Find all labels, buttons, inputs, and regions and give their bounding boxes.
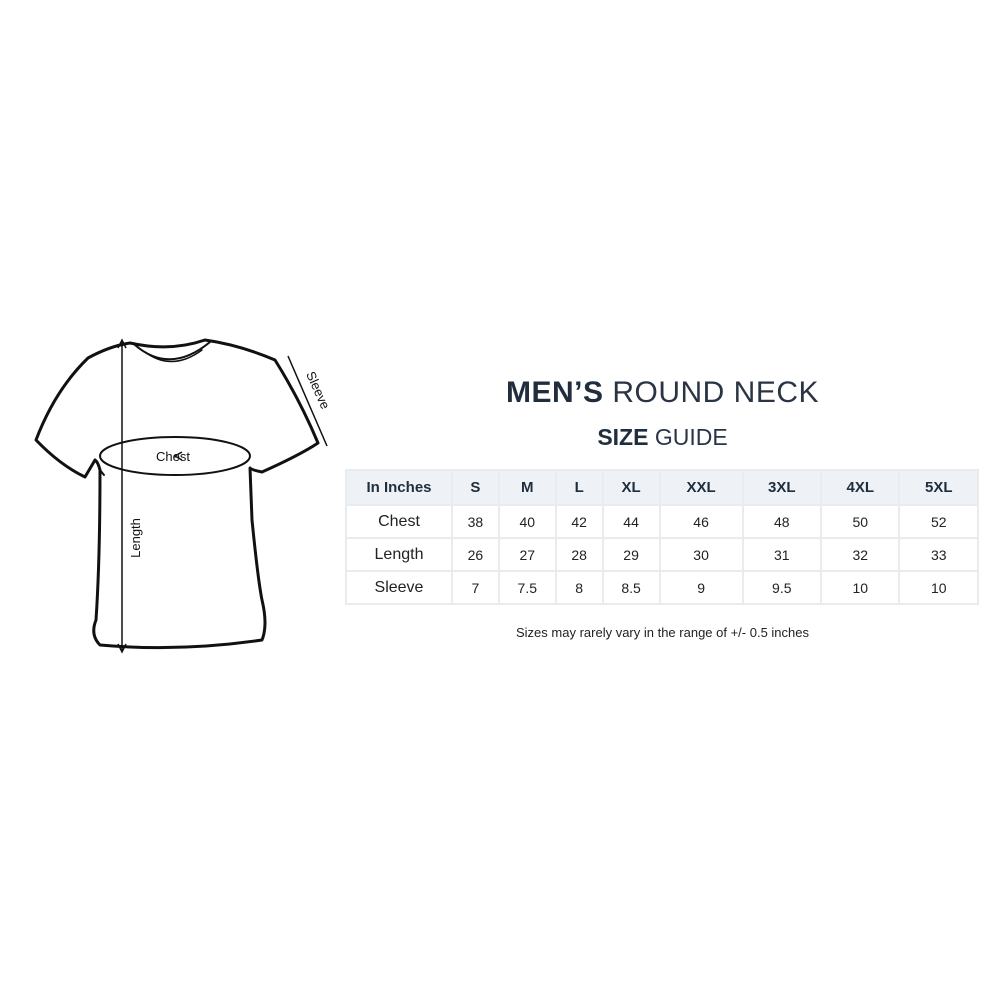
row-label: Chest [345, 504, 453, 539]
table-cell: 10 [898, 570, 979, 605]
sleeve-label: Sleeve [303, 369, 333, 411]
table-cell: 40 [497, 504, 557, 539]
header-cell: In Inches [345, 469, 453, 506]
table-cell: 10 [820, 570, 901, 605]
table-row: Length 26 27 28 29 30 31 32 33 [345, 537, 979, 572]
table-cell: 46 [658, 504, 744, 539]
row-label: Length [345, 537, 453, 572]
table-header-row: In Inches S M L XL XXL 3XL 4XL 5XL [345, 469, 979, 506]
header-cell: XXL [658, 469, 744, 506]
table-cell: 38 [451, 504, 500, 539]
header-cell: 5XL [898, 469, 979, 506]
table-cell: 30 [658, 537, 744, 572]
table-cell: 42 [554, 504, 604, 539]
header-cell: M [497, 469, 557, 506]
header-cell: 3XL [741, 469, 823, 506]
row-label: Sleeve [345, 570, 453, 605]
header-cell: S [451, 469, 500, 506]
chest-label: Chest [156, 449, 190, 464]
table-cell: 7.5 [497, 570, 557, 605]
table-cell: 31 [741, 537, 823, 572]
table-cell: 9.5 [741, 570, 823, 605]
length-label: Length [128, 518, 143, 558]
chest-ellipse [99, 436, 251, 476]
page-title: MEN’S ROUND NECK [345, 376, 980, 410]
table-cell: 44 [601, 504, 661, 539]
size-table: In Inches S M L XL XXL 3XL 4XL 5XL Chest… [345, 469, 979, 605]
table-cell: 7 [451, 570, 500, 605]
table-cell: 52 [898, 504, 979, 539]
table-cell: 27 [497, 537, 557, 572]
header-cell: L [554, 469, 604, 506]
page-subtitle: SIZE GUIDE [345, 424, 980, 451]
header-cell: XL [601, 469, 661, 506]
table-cell: 8.5 [601, 570, 661, 605]
subtitle-rest: GUIDE [654, 424, 728, 450]
table-cell: 48 [741, 504, 823, 539]
table-row: Sleeve 7 7.5 8 8.5 9 9.5 10 10 [345, 570, 979, 605]
sleeve-arrow [287, 355, 328, 447]
header-cell: 4XL [820, 469, 901, 506]
table-cell: 8 [554, 570, 604, 605]
size-note: Sizes may rarely vary in the range of +/… [516, 625, 809, 640]
table-row: Chest 38 40 42 44 46 48 50 52 [345, 504, 979, 539]
title-bold: MEN’S [505, 376, 604, 409]
table-cell: 33 [898, 537, 979, 572]
table-cell: 29 [601, 537, 661, 572]
shirt-outline [34, 338, 320, 650]
tshirt-diagram: Chest Length Sleeve [34, 338, 333, 654]
table-cell: 28 [554, 537, 604, 572]
table-cell: 32 [820, 537, 901, 572]
subtitle-bold: SIZE [597, 424, 649, 450]
table-cell: 50 [820, 504, 901, 539]
table-cell: 9 [658, 570, 744, 605]
title-rest: ROUND NECK [612, 376, 820, 409]
table-cell: 26 [451, 537, 500, 572]
